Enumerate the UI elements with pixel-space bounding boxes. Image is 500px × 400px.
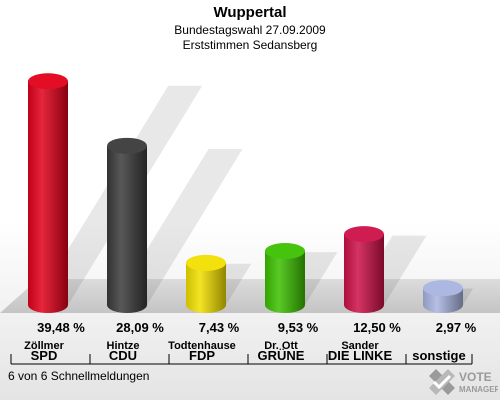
bar-die-linke (344, 226, 384, 313)
party-label-cdu: CDU (109, 348, 137, 363)
bar-fdp (186, 254, 226, 313)
bar-sonstige (423, 280, 463, 313)
bar-body-spd (28, 81, 68, 313)
candidate-label-gruene: Dr. Ott (264, 340, 298, 352)
bar-body-fdp (186, 262, 226, 313)
bar-cdu (107, 137, 147, 313)
chart-subtitle-election: Bundestagswahl 27.09.2009 (174, 23, 326, 37)
party-label-die-linke: DIE LINKE (328, 348, 393, 363)
footer-status: 6 von 6 Schnellmeldungen (8, 369, 150, 383)
svg-text:MANAGER: MANAGER (459, 385, 498, 394)
value-label-spd: 39,48 % (37, 320, 85, 335)
bar-top-cdu (107, 137, 147, 154)
party-label-gruene: GRÜNE (258, 348, 305, 363)
value-label-gruene: 9,53 % (278, 320, 319, 335)
value-label-cdu: 28,09 % (116, 320, 164, 335)
bar-gruene (265, 242, 305, 313)
party-label-sonstige: sonstige (412, 348, 465, 363)
candidate-label-spd: Zöllmer (24, 340, 64, 352)
chart-subtitle-constituency: Erststimmen Sedansberg (182, 38, 318, 52)
bar-top-gruene (265, 242, 305, 259)
bar-body-gruene (265, 250, 305, 313)
svg-text:VOTE: VOTE (459, 370, 492, 384)
bar-spd (28, 73, 68, 313)
bar-body-die-linke (344, 234, 384, 313)
bar-top-spd (28, 73, 68, 90)
value-label-sonstige: 2,97 % (436, 320, 477, 335)
value-label-die-linke: 12,50 % (353, 320, 401, 335)
candidate-label-cdu: Hintze (107, 340, 140, 352)
bar-top-die-linke (344, 226, 384, 243)
bar-top-sonstige (423, 280, 463, 297)
party-label-spd: SPD (31, 348, 58, 363)
value-label-fdp: 7,43 % (199, 320, 240, 335)
candidate-label-fdp: Todtenhause (168, 340, 236, 352)
bar-top-fdp (186, 254, 226, 271)
chart-title: Wuppertal (213, 4, 287, 21)
bar-body-cdu (107, 145, 147, 313)
party-label-fdp: FDP (189, 348, 215, 363)
vote-manager-logo: VOTE MANAGER (429, 369, 498, 395)
candidate-label-die-linke: Sander (341, 340, 379, 352)
